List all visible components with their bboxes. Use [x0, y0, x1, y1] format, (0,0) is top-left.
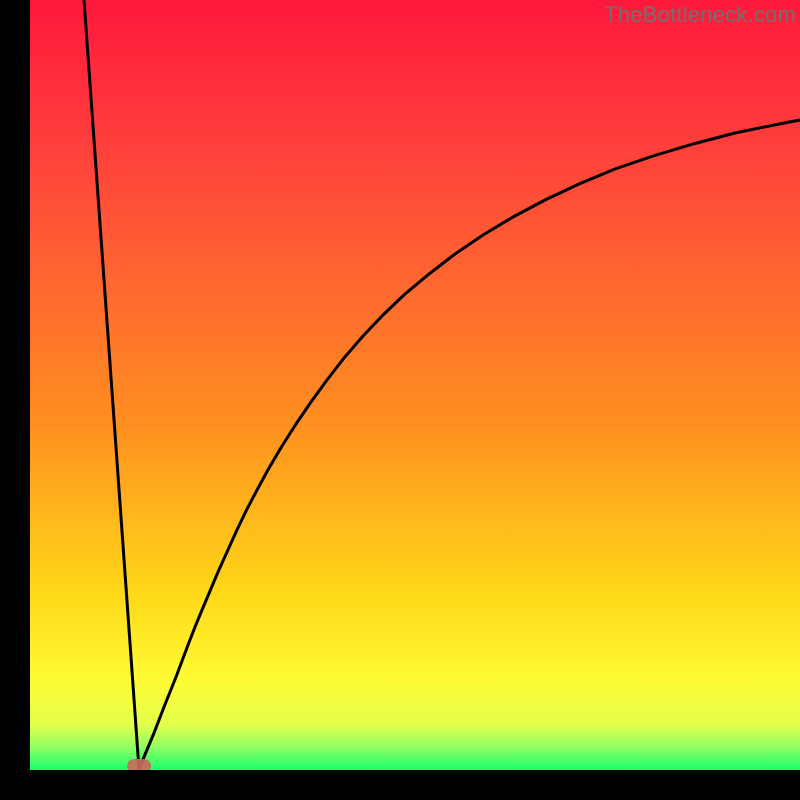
plot-area: TheBottleneck.com [30, 0, 800, 770]
min-marker [127, 759, 151, 770]
curve-layer [30, 0, 800, 770]
chart-stage: TheBottleneck.com [0, 0, 800, 800]
left-line [84, 0, 139, 769]
right-curve [139, 120, 800, 769]
watermark-text: TheBottleneck.com [604, 2, 796, 28]
